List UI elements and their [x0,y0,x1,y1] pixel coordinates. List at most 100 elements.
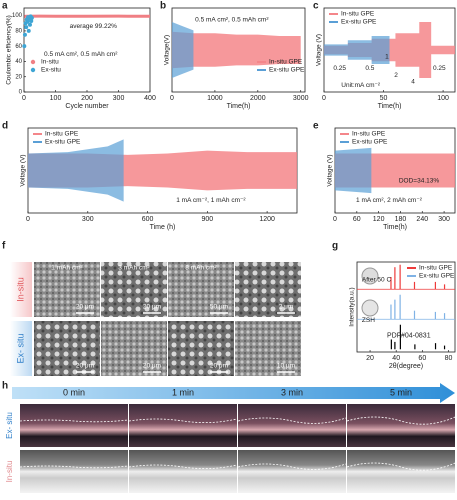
x-tick-label: 60 [353,216,361,223]
time-label: 3 min [281,387,303,397]
annotation: After 50 C [362,277,392,284]
legend-label: In-situ GPE [45,131,79,138]
row-label-bg [10,321,32,376]
x-tick-label: 300 [82,216,94,223]
annotation: ZSH [362,317,375,324]
row-label: In-situ [5,461,14,483]
interface-line [19,419,129,423]
legend-swatch [30,67,36,73]
annotation: 0.25 [333,65,346,72]
data-point [22,32,27,37]
x-tick-label: 2000 [250,95,266,102]
scale-bar-label: 2 μm [279,304,294,311]
voltage-band [324,36,390,64]
annotation: 1 mA cm⁻², 1 mAh cm⁻² [176,197,246,204]
x-tick-label: 3000 [293,95,309,102]
annotation: 4 [411,79,415,86]
y-tick-label: 80 [15,28,22,34]
microscope-image [347,404,455,447]
y-axis-label: Voltage (V) [316,34,323,66]
annotation: 2 [394,72,398,79]
column-label: 1 mAh cm² [51,265,83,272]
legend-label: Ex-situ GPE [45,139,81,146]
annotation: 0.25 [433,65,446,72]
data-point [26,28,31,33]
interface-line [128,464,238,469]
y-axis-label: Voltage(V) [164,35,171,65]
panel-letter: h [2,381,8,392]
annotation: 0.5 mA cm², 0.5 mAh cm² [44,51,118,58]
sem-image [168,321,234,376]
x-axis-label: Cycle number [65,103,109,110]
y-tick-label: 60 [15,44,22,50]
x-tick-label: 0 [26,216,30,223]
annotation: 1 [385,53,389,60]
legend-label: In-situ GPE [269,59,303,66]
x-tick-label: 50 [380,95,388,102]
x-tick-label: 200 [81,95,93,102]
interface-line [128,418,238,423]
row-label: Ex- situ [5,412,14,439]
microscope-image [238,450,346,493]
microscope-image [129,404,237,447]
microscope-image [129,450,237,493]
legend-label: Ex-situ GPE [419,273,455,280]
interface-line [19,465,129,469]
time-label: 1 min [172,387,194,397]
time-label: 0 min [63,387,85,397]
scale-bar-label: 20 μm [143,304,161,311]
legend-label: Ex-situ GPE [341,19,377,26]
annotation: Unit:mA cm⁻² [341,82,381,89]
legend-label: In-situ GPE [352,131,386,138]
microscope-image [20,450,128,493]
x-tick-label: 120 [373,216,385,223]
sem-image [34,321,100,376]
panel-letter: b [160,1,166,12]
legend-label: In-situ GPE [419,265,453,272]
scale-bar-label: 20 μm [76,363,94,370]
x-tick-label: 40 [392,355,400,362]
x-tick-label: 900 [201,216,213,223]
data-point [25,19,30,24]
y-tick-label: 40 [15,59,22,65]
scale-bar-label: 20 μm [210,363,228,370]
annotation: DOD=34.13% [399,177,440,184]
voltage-band [172,22,194,78]
time-arrow [12,383,455,403]
x-tick-label: 1000 [207,95,223,102]
time-label: 5 min [390,387,412,397]
panel-letter: f [2,241,6,252]
x-tick-label: 0 [170,95,174,102]
panel-letter: e [313,121,319,132]
x-tick-label: 60 [418,355,426,362]
y-tick-label: 20 [15,74,22,80]
x-tick-label: 0 [322,95,326,102]
row-label: In-situ [15,277,25,302]
column-label: 8 mAh cm² [185,265,217,272]
data-point [24,25,29,30]
scale-bar-label: 20 μm [76,304,94,311]
legend-label: Ex-situ GPE [352,139,388,146]
sem-image [168,262,234,317]
y-tick-label: 0 [19,90,23,96]
x-axis-label: Time(h) [383,224,407,231]
annotation: 0.5 mA cm², 0.5 mAh cm² [195,16,269,23]
interface-line [237,463,347,470]
x-tick-label: 400 [144,95,156,102]
sem-image [101,321,167,376]
legend-label: In-situ [41,59,59,66]
legend-swatch [30,59,36,65]
sem-image [34,262,100,317]
panel-letter: g [332,241,338,252]
x-axis-label: 2θ(degree) [389,363,423,370]
row-label: Ex- situ [15,333,25,363]
microscope-image [238,404,346,447]
annotation: 1 mA cm², 2 mAh cm⁻² [356,197,423,204]
x-tick-label: 80 [445,355,453,362]
x-tick-label: 20 [366,355,374,362]
legend-label: Ex-situ [41,67,61,74]
x-axis-label: Time (h) [150,224,176,231]
x-tick-label: 0 [333,216,337,223]
data-point [29,18,34,23]
